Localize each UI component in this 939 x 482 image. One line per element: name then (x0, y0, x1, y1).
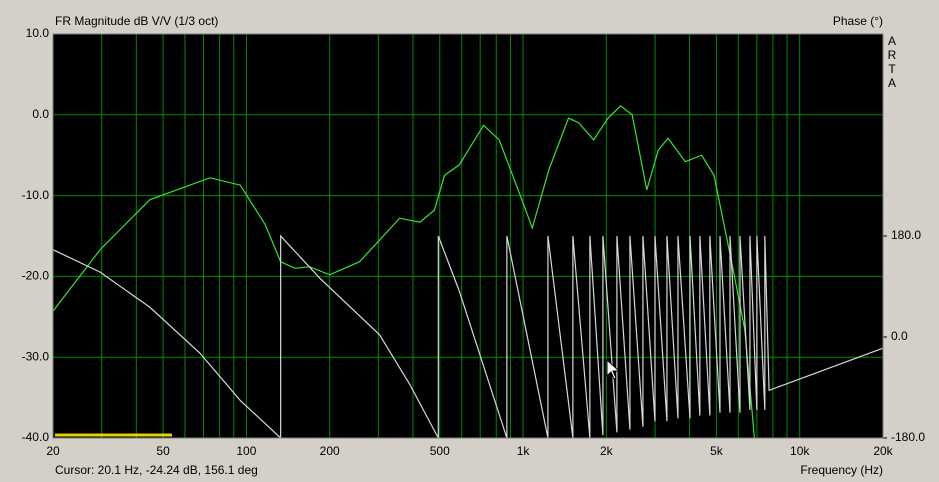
x-tick-label: 20k (873, 444, 893, 458)
x-tick-label: 1k (517, 444, 531, 458)
mouse-pointer (606, 358, 621, 380)
x-tick-label: 50 (156, 444, 170, 458)
y-tick-label: -40.0 (22, 430, 50, 444)
y-tick-label: -10.0 (22, 188, 50, 202)
x-tick-label: 10k (790, 444, 810, 458)
marks (52, 105, 884, 440)
cursor-readout: Cursor: 20.1 Hz, -24.24 dB, 156.1 deg (55, 463, 258, 477)
y-tick-label: 10.0 (26, 26, 50, 40)
y2-tick-label: -180.0 (891, 430, 925, 444)
chart-title: FR Magnitude dB V/V (1/3 oct) (55, 14, 218, 28)
series-line (52, 234, 884, 440)
x-tick-label: 500 (430, 444, 450, 458)
y-tick-label: -20.0 (22, 269, 50, 283)
x-tick-label: 2k (600, 444, 614, 458)
y2-tick-label: 180.0 (891, 228, 921, 242)
x-tick-label: 100 (236, 444, 256, 458)
side-letter: A (888, 76, 896, 90)
grid (52, 33, 884, 439)
x-axis-label: Frequency (Hz) (800, 463, 883, 477)
x-tick-label: 5k (710, 444, 724, 458)
side-letter: A (888, 34, 896, 48)
plot-area (53, 34, 883, 438)
x-tick-label: 20 (46, 444, 60, 458)
y-tick-label: 0.0 (32, 107, 49, 121)
x-tick-label: 200 (320, 444, 340, 458)
side-letter: R (888, 48, 897, 62)
y-tick-label: -30.0 (22, 349, 50, 363)
side-letter: T (888, 62, 896, 76)
y2-axis-label: Phase (°) (833, 14, 883, 28)
y2-tick-label: 0.0 (891, 329, 908, 343)
plot-frame (52, 33, 884, 439)
